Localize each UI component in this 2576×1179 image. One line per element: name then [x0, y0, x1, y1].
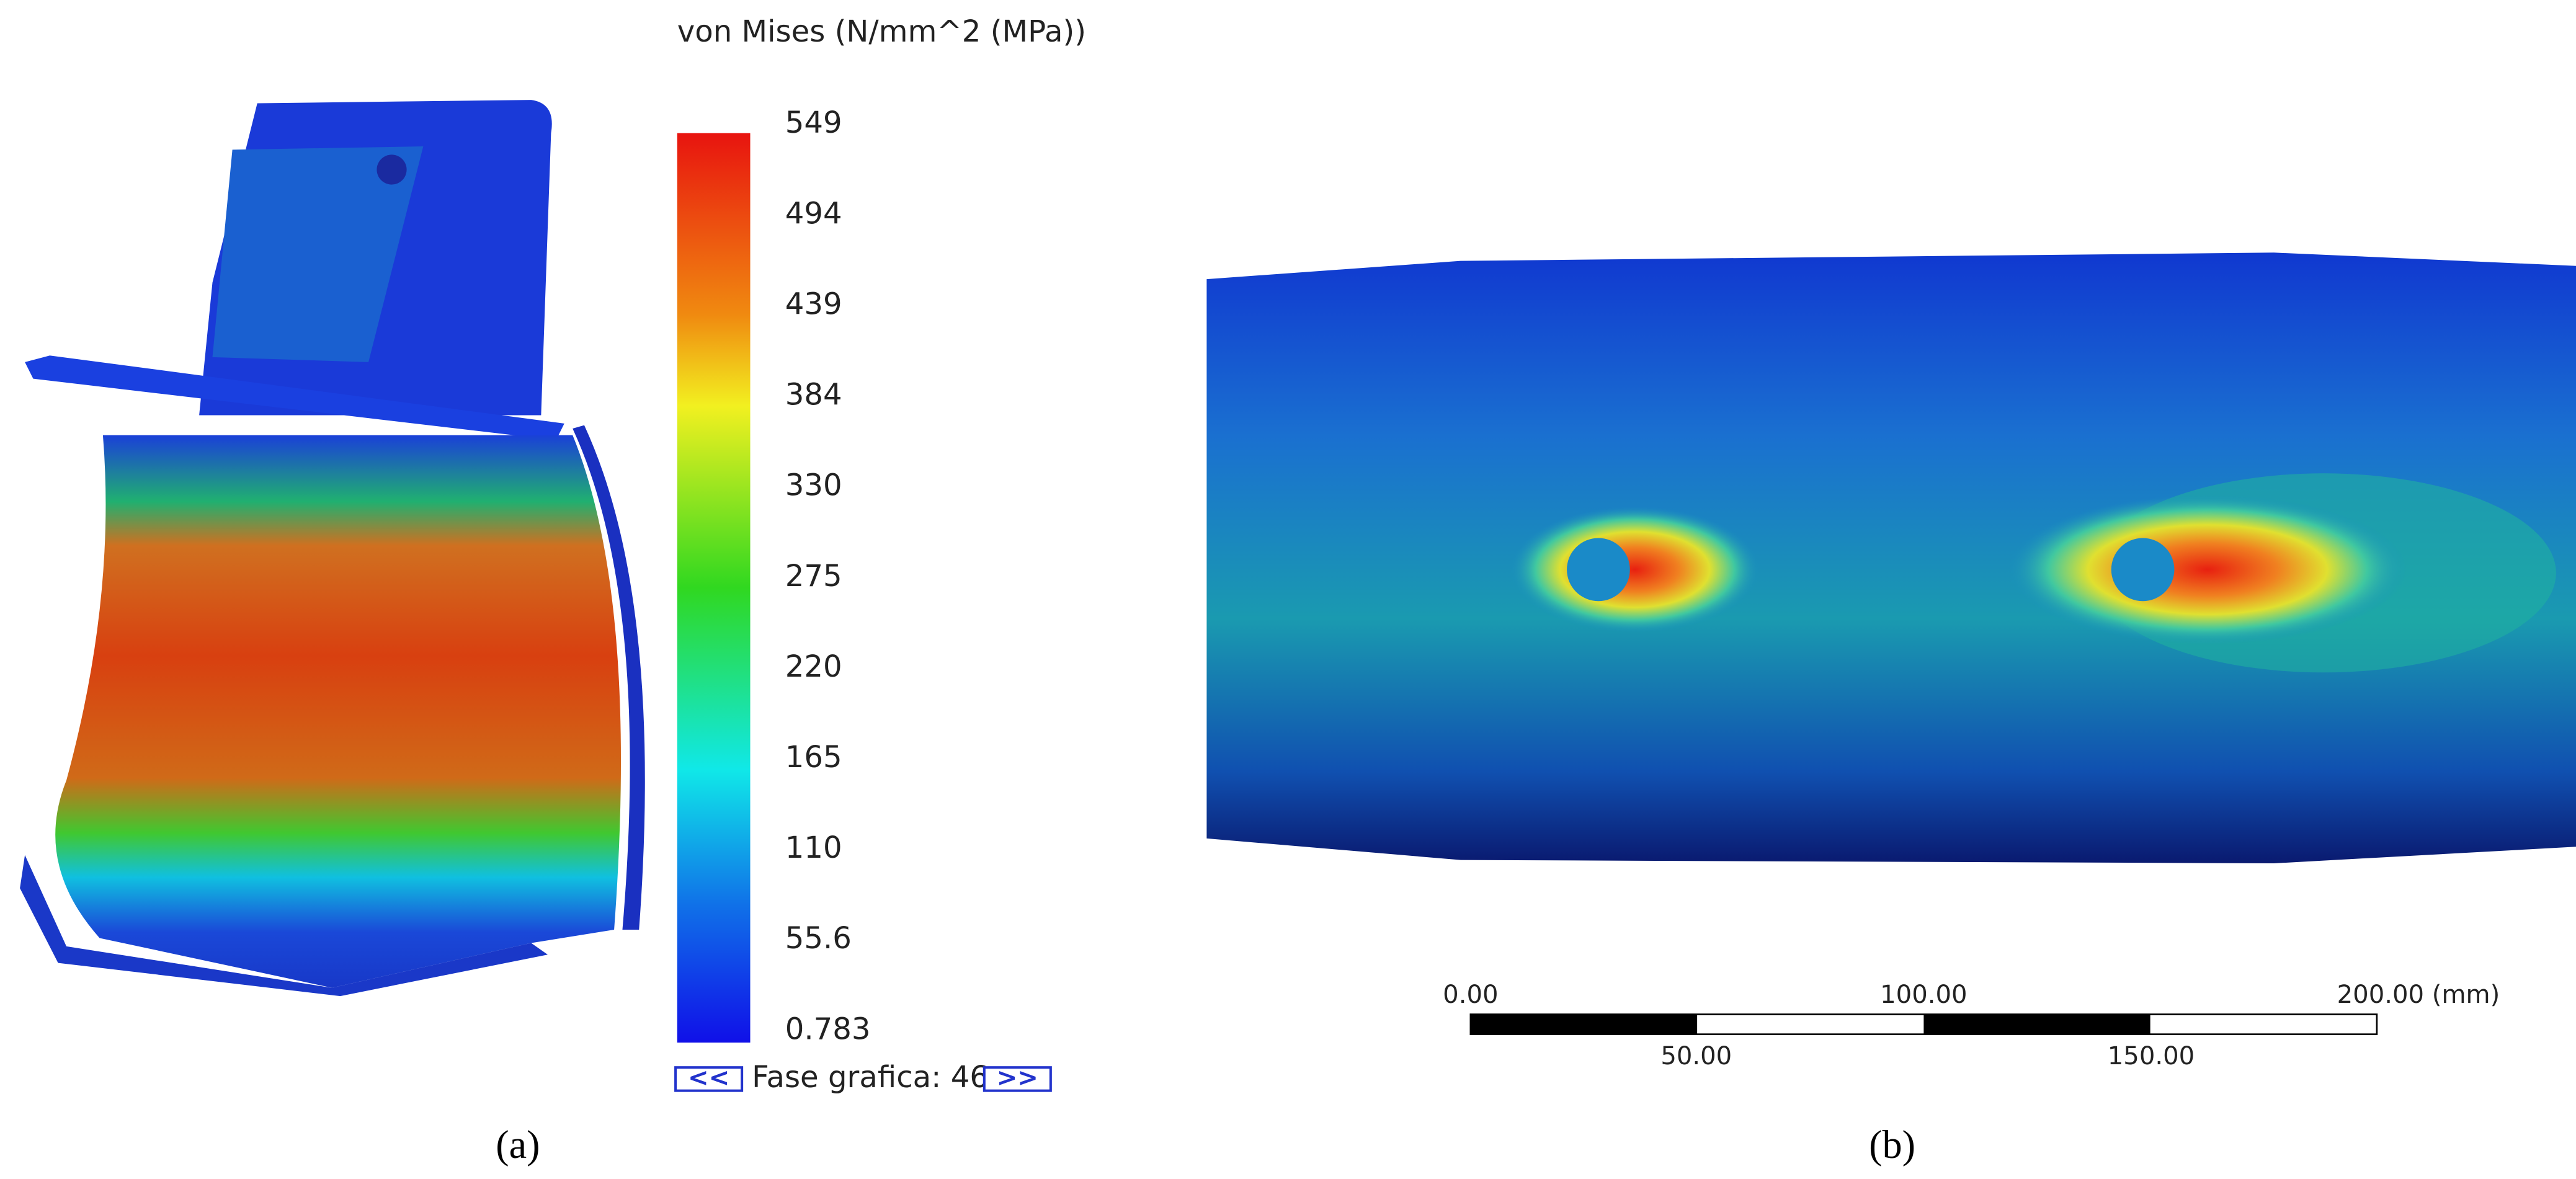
next-button-label[interactable]: >>: [997, 1064, 1038, 1092]
caption: (b): [1869, 1123, 1915, 1167]
scale-label: 150.00: [2108, 1042, 2195, 1070]
legend-label: 549: [785, 105, 842, 140]
legend-label: 165: [785, 740, 842, 775]
legend-label: 0.783: [785, 1012, 871, 1046]
legend-label: 55.6: [785, 921, 852, 956]
step-label: Fase grafica: 46: [752, 1060, 989, 1095]
scale-label: 200.00 (mm): [2337, 981, 2500, 1009]
legend-label: 110: [785, 830, 842, 865]
legend-title: von Mises (N/mm^2 (MPa)): [677, 14, 1086, 49]
legend-label: 384: [785, 378, 842, 412]
scale-label: 50.00: [1660, 1042, 1732, 1070]
legend-label: 494: [785, 196, 842, 231]
part-b-render: [1206, 252, 2576, 864]
legend-label: 220: [785, 649, 842, 684]
next-button[interactable]: [983, 1066, 1052, 1092]
part-a-render: [20, 100, 645, 997]
legend-label: 330: [785, 468, 842, 503]
step-control: << Fase grafica: 46 >>: [674, 1060, 1052, 1095]
scale-label: 0.00: [1443, 981, 1498, 1009]
legend-labels: 549 494 439 384 330 275 220 165 110 55.6 0.783: [785, 105, 871, 1046]
colorbar: [677, 133, 751, 1043]
legend-label: 275: [785, 559, 842, 594]
legend-label: 439: [785, 287, 842, 321]
scale-label: 100.00: [1880, 981, 1967, 1009]
scale-bar: 0.00 100.00 200.00 (mm) 50.00 150.00: [1443, 981, 2500, 1070]
previous-button-label[interactable]: <<: [688, 1064, 729, 1092]
previous-button[interactable]: [674, 1066, 744, 1092]
caption: (a): [496, 1123, 540, 1167]
